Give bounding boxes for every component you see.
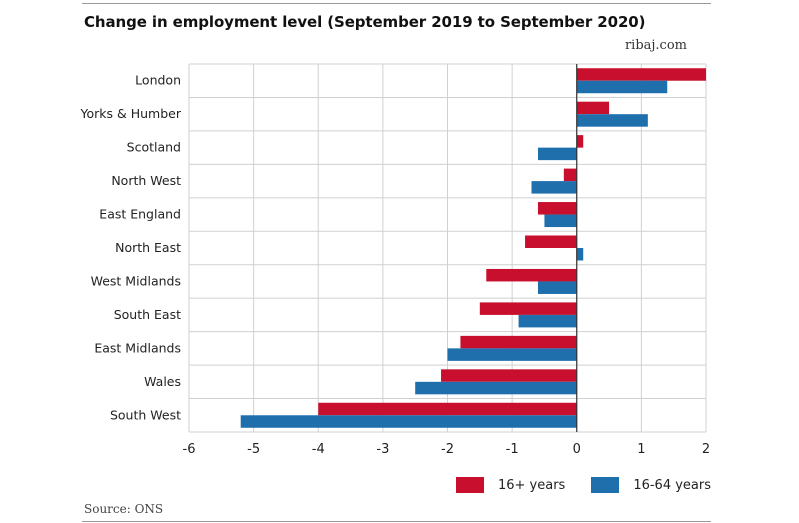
bar-16to64-4: [544, 214, 577, 228]
bar-16plus-9: [441, 369, 577, 382]
brand-label: ribaj.com: [624, 38, 687, 53]
category-label-0: London: [135, 73, 181, 88]
legend-item-16plus: 16+ years: [455, 477, 566, 493]
x-tick-label-5: -1: [506, 442, 519, 457]
bar-16plus-4: [537, 202, 577, 215]
source-note: Source: ONS: [84, 502, 164, 516]
category-label-3: North West: [111, 173, 181, 188]
x-tick-label-6: 0: [573, 442, 581, 457]
x-tick-label-2: -4: [312, 442, 325, 457]
bar-16to64-5: [576, 248, 584, 261]
legend: 16+ years 16-64 years: [430, 477, 711, 493]
bar-16plus-10: [318, 402, 577, 416]
category-label-10: South West: [110, 407, 181, 422]
category-label-8: East Midlands: [94, 340, 181, 355]
category-label-4: East England: [99, 207, 181, 222]
legend-label-16plus: 16+ years: [497, 477, 566, 493]
bar-16to64-9: [415, 381, 577, 395]
bar-16plus-6: [486, 268, 577, 282]
top-rule: [82, 3, 711, 4]
bar-16to64-6: [537, 281, 577, 294]
bar-16to64-1: [576, 114, 648, 127]
x-tick-label-0: -6: [183, 442, 196, 457]
category-label-6: West Midlands: [91, 273, 181, 288]
legend-swatch-16plus: [455, 477, 484, 493]
bar-16plus-5: [525, 235, 577, 248]
bar-16plus-1: [576, 101, 610, 115]
category-label-7: South East: [114, 307, 181, 322]
x-tick-label-3: -3: [376, 442, 389, 457]
legend-item-16to64: 16-64 years: [591, 477, 711, 493]
x-tick-label-8: 2: [702, 442, 710, 457]
category-label-9: Wales: [144, 374, 181, 389]
bar-16to64-3: [531, 181, 577, 194]
bar-16plus-2: [576, 135, 584, 148]
bar-16plus-7: [479, 302, 577, 315]
bar-16to64-10: [240, 415, 577, 428]
category-label-2: Scotland: [127, 140, 181, 155]
bar-16to64-7: [518, 314, 577, 328]
bar-16to64-2: [537, 147, 577, 161]
x-tick-label-7: 1: [637, 442, 645, 457]
chart-title: Change in employment level (September 20…: [84, 13, 646, 31]
bar-16plus-3: [563, 168, 577, 182]
bar-16plus-0: [576, 68, 706, 81]
x-tick-label-1: -5: [247, 442, 260, 457]
bar-16to64-8: [447, 348, 577, 361]
bar-chart: London Yorks & Humber Scotland North West Ea…: [80, 63, 710, 457]
bar-16to64-0: [576, 80, 668, 94]
category-label-5: North East: [115, 240, 181, 255]
category-label-1: Yorks & Humber: [80, 106, 182, 121]
legend-swatch-16to64: [591, 477, 620, 493]
x-tick-label-4: -2: [441, 442, 454, 457]
bottom-rule: [82, 521, 711, 522]
legend-label-16to64: 16-64 years: [633, 477, 711, 493]
bar-16plus-8: [460, 335, 577, 349]
